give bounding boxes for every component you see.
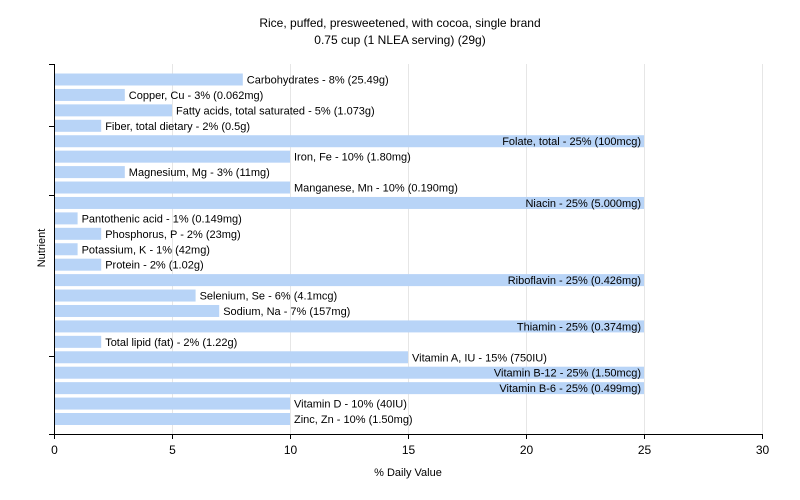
bar-17 bbox=[54, 335, 102, 348]
bar-label-22: Zinc, Zn - 10% (1.50mg) bbox=[294, 414, 413, 426]
bar-label-3: Fiber, total dietary - 2% (0.5g) bbox=[105, 121, 250, 133]
bar-label-7: Manganese, Mn - 10% (0.190mg) bbox=[294, 183, 458, 195]
bar-13 bbox=[54, 274, 644, 287]
bar-22 bbox=[54, 413, 290, 425]
bar-label-4: Folate, total - 25% (100mcg) bbox=[502, 136, 641, 148]
x-axis-label: % Daily Value bbox=[374, 467, 442, 479]
bar-label-21: Vitamin D - 10% (40IU) bbox=[294, 399, 407, 411]
bar-label-11: Potassium, K - 1% (42mg) bbox=[82, 244, 210, 256]
chart-subtitle: 0.75 cup (1 NLEA serving) (29g) bbox=[314, 33, 485, 47]
bar-10 bbox=[54, 227, 102, 240]
bar-label-14: Selenium, Se - 6% (4.1mcg) bbox=[200, 291, 338, 303]
bar-18 bbox=[54, 351, 408, 364]
x-tick-label-2: 10 bbox=[284, 443, 298, 457]
bar-label-19: Vitamin B-12 - 25% (1.50mcg) bbox=[494, 368, 641, 380]
bars-group: Carbohydrates - 8% (25.49g) Copper, Cu - … bbox=[54, 73, 644, 426]
bar-label-18: Vitamin A, IU - 15% (750IU) bbox=[412, 352, 547, 364]
bar-label-6: Magnesium, Mg - 3% (11mg) bbox=[129, 167, 270, 179]
bar-label-5: Iron, Fe - 10% (1.80mg) bbox=[294, 152, 411, 164]
bar-11 bbox=[54, 243, 78, 256]
bar-7 bbox=[54, 181, 290, 194]
bar-label-2: Fatty acids, total saturated - 5% (1.073… bbox=[176, 105, 375, 117]
x-tick-label-1: 5 bbox=[169, 443, 176, 457]
bar-21 bbox=[54, 397, 290, 410]
bar-label-1: Copper, Cu - 3% (0.062mg) bbox=[129, 90, 264, 102]
bar-6 bbox=[54, 166, 125, 179]
bar-2 bbox=[54, 104, 172, 117]
x-tick-label-0: 0 bbox=[51, 443, 58, 457]
bar-8 bbox=[54, 196, 644, 209]
bar-label-12: Protein - 2% (1.02g) bbox=[105, 260, 203, 272]
bar-15 bbox=[54, 304, 220, 317]
bar-label-10: Phosphorus, P - 2% (23mg) bbox=[105, 229, 241, 241]
bar-label-0: Carbohydrates - 8% (25.49g) bbox=[247, 75, 389, 87]
bar-3 bbox=[54, 119, 102, 132]
bar-label-17: Total lipid (fat) - 2% (1.22g) bbox=[105, 337, 237, 349]
bar-label-16: Thiamin - 25% (0.374mg) bbox=[517, 321, 641, 333]
bar-label-8: Niacin - 25% (5.000mg) bbox=[525, 198, 641, 210]
bar-label-20: Vitamin B-6 - 25% (0.499mg) bbox=[499, 383, 641, 395]
x-tick-label-4: 20 bbox=[520, 443, 534, 457]
bar-label-9: Pantothenic acid - 1% (0.149mg) bbox=[82, 213, 242, 225]
bar-20 bbox=[54, 382, 644, 395]
bar-label-15: Sodium, Na - 7% (157mg) bbox=[223, 306, 350, 318]
bar-1 bbox=[54, 88, 125, 101]
bar-9 bbox=[54, 212, 78, 225]
bar-19 bbox=[54, 366, 644, 379]
bar-12 bbox=[54, 258, 102, 271]
bar-4 bbox=[54, 135, 644, 148]
x-tick-label-5: 25 bbox=[638, 443, 652, 457]
bar-5 bbox=[54, 150, 290, 163]
bar-14 bbox=[54, 289, 196, 302]
x-tick-label-6: 30 bbox=[756, 443, 770, 457]
bar-16 bbox=[54, 320, 644, 333]
chart-title: Rice, puffed, presweetened, with cocoa, … bbox=[259, 16, 540, 30]
bar-0 bbox=[54, 73, 243, 86]
y-axis-label: Nutrient bbox=[36, 229, 48, 268]
x-tick-label-3: 15 bbox=[402, 443, 416, 457]
bar-label-13: Riboflavin - 25% (0.426mg) bbox=[508, 275, 641, 287]
axes-group: 0 5 10 15 20 25 30 bbox=[49, 64, 769, 457]
